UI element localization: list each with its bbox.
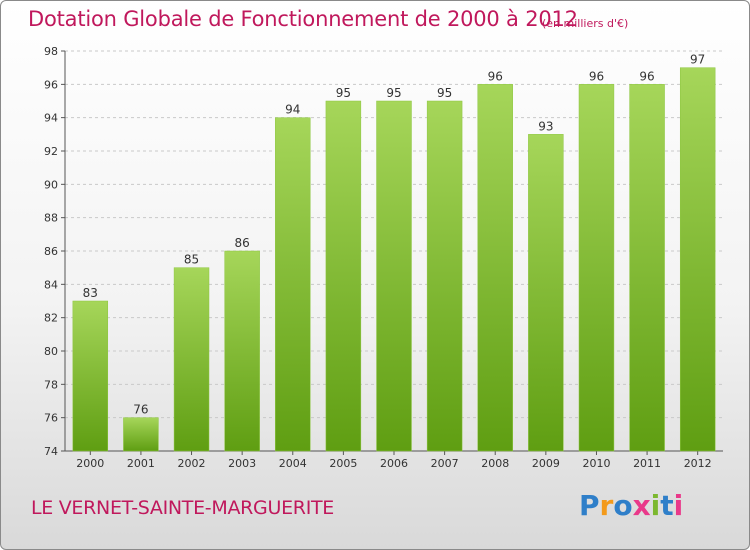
x-tick-label: 2008 (481, 457, 509, 470)
logo-letter: i (673, 489, 684, 522)
y-tick-label: 74 (44, 445, 58, 458)
x-tick-label: 2007 (431, 457, 459, 470)
x-tick-label: 2002 (178, 457, 206, 470)
bar-value-label: 95 (386, 86, 401, 100)
bar-2012 (679, 67, 716, 452)
x-tick-label: 2004 (279, 457, 307, 470)
x-tick-label: 2000 (76, 457, 104, 470)
logo-letter: t (660, 489, 674, 522)
town-name: LE VERNET-SAINTE-MARGUERITE (31, 497, 335, 519)
bar-value-label: 76 (133, 403, 148, 417)
x-tick-label: 2011 (633, 457, 661, 470)
bar-value-label: 96 (639, 69, 654, 83)
bar-2004 (275, 117, 311, 452)
bar-value-label: 97 (690, 53, 705, 67)
bar-value-label: 95 (336, 86, 351, 100)
y-tick-label: 96 (44, 78, 58, 91)
bar-2003 (224, 250, 260, 452)
logo-letter: o (613, 489, 633, 522)
bar-2002 (173, 267, 210, 452)
y-tick-label: 98 (44, 45, 58, 58)
chart-title: Dotation Globale de Fonctionnement de 20… (28, 7, 578, 31)
x-tick-label: 2006 (380, 457, 408, 470)
x-tick-label: 2003 (228, 457, 256, 470)
bar-value-label: 83 (83, 286, 98, 300)
logo-letter: x (632, 489, 651, 522)
y-tick-label: 82 (44, 312, 58, 325)
bar-2005 (325, 100, 362, 452)
x-tick-label: 2001 (127, 457, 155, 470)
bar-value-label: 94 (285, 103, 300, 117)
x-tick-label: 2005 (329, 457, 357, 470)
bar-value-label: 96 (488, 69, 503, 83)
bar-2010 (578, 84, 615, 452)
bar-2009 (528, 134, 564, 452)
bar-2006 (376, 100, 412, 452)
y-tick-label: 84 (44, 278, 58, 291)
bar-2000 (72, 300, 109, 452)
y-tick-label: 80 (44, 345, 58, 358)
bar-2011 (629, 84, 665, 452)
y-tick-label: 90 (44, 178, 58, 191)
y-tick-label: 92 (44, 145, 58, 158)
x-tick-label: 2009 (532, 457, 560, 470)
y-tick-label: 76 (44, 412, 58, 425)
bar-value-label: 85 (184, 253, 199, 267)
x-tick-label: 2012 (684, 457, 712, 470)
logo-letter: i (650, 489, 661, 522)
x-tick-label: 2010 (582, 457, 610, 470)
bar-2001 (123, 417, 159, 452)
y-tick-label: 86 (44, 245, 58, 258)
bar-2007 (426, 100, 463, 452)
bar-value-label: 93 (538, 119, 553, 133)
proxiti-logo: Proxiti (579, 489, 683, 522)
y-tick-label: 78 (44, 378, 58, 391)
logo-letter: r (599, 489, 614, 522)
y-tick-label: 88 (44, 212, 58, 225)
chart-subtitle: (en milliers d'€) (542, 17, 629, 30)
bar-value-label: 95 (437, 86, 452, 100)
logo-letter: P (579, 489, 600, 522)
bar-value-label: 96 (589, 69, 604, 83)
bar-2008 (477, 84, 513, 452)
bar-value-label: 86 (235, 236, 250, 250)
y-tick-label: 94 (44, 112, 58, 125)
